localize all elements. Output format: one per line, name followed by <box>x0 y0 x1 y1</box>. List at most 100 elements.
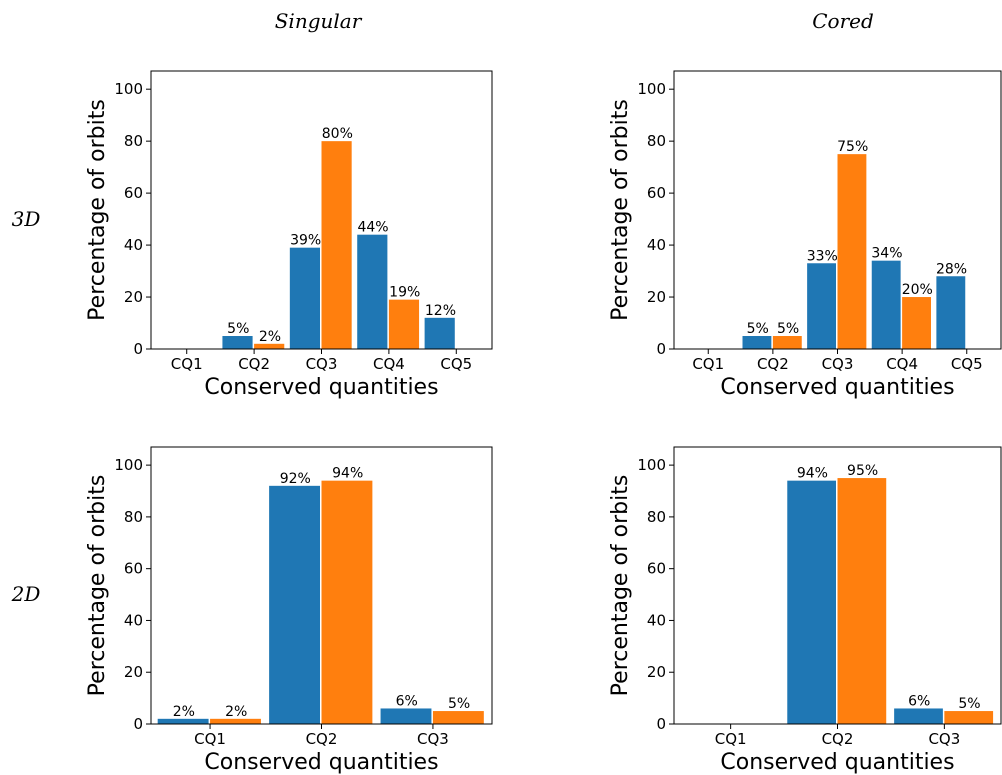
x-tick-label-cq3: CQ3 <box>928 730 960 748</box>
data-label-cq5-series-1: 28% <box>936 261 967 277</box>
y-tick-label: 80 <box>647 508 666 526</box>
y-axis-title: Percentage of orbits <box>608 475 633 697</box>
y-tick-label: 0 <box>656 340 666 358</box>
data-label-cq2-series-2: 2% <box>259 329 281 345</box>
x-tick-label-cq1: CQ1 <box>715 730 747 748</box>
y-tick-label: 60 <box>647 560 666 578</box>
x-tick-label-cq4: CQ4 <box>886 355 918 373</box>
data-label-cq3-series-2: 75% <box>837 139 868 155</box>
data-label-cq2-series-1: 94% <box>797 466 828 482</box>
x-axis-title: Conserved quantities <box>720 375 954 400</box>
data-label-cq2-series-2: 95% <box>847 463 878 479</box>
x-tick-label-cq2: CQ2 <box>757 355 789 373</box>
data-label-cq2-series-1: 92% <box>280 471 311 487</box>
data-label-cq4-series-2: 19% <box>389 285 420 301</box>
bar-cq2-series-2 <box>321 480 373 724</box>
chart-panel-singular-2d: 2% 92% 6% 2% 94% 5% 0 20 40 60 80 100 CQ1 CQ2 CQ3 Conse… <box>85 446 493 775</box>
bar-cq3-series-2 <box>321 141 352 349</box>
bar-cq3-series-1 <box>807 263 836 349</box>
data-label-cq4-series-1: 34% <box>871 246 902 262</box>
y-tick-label: 40 <box>647 236 666 254</box>
y-axis-title: Percentage of orbits <box>85 99 110 321</box>
chart-panel-cored-3d: 5% 33% 34% 28% 5% 75% 20% 0 20 40 60 80 100 CQ1 CQ2 CQ3… <box>608 70 1002 400</box>
chart-panel-singular-3d: 5% 39% 44% 12% 2% 80% 19% 0 20 40 60 80 100 CQ1 CQ2 CQ3… <box>85 70 493 400</box>
bar-cq1-series-1 <box>157 718 209 724</box>
x-tick-label-cq1: CQ1 <box>692 355 724 373</box>
x-tick-label-cq3: CQ3 <box>417 730 449 748</box>
y-tick-label: 100 <box>114 456 143 474</box>
y-axis-title: Percentage of orbits <box>85 475 110 697</box>
bar-cq4-series-1 <box>357 234 388 349</box>
x-axis-title: Conserved quantities <box>204 750 438 775</box>
data-label-cq2-series-1: 5% <box>227 321 249 337</box>
y-tick-label: 100 <box>637 80 666 98</box>
x-tick-label-cq1: CQ1 <box>194 730 226 748</box>
x-tick-label-cq1: CQ1 <box>171 355 203 373</box>
x-axis-title: Conserved quantities <box>204 375 438 400</box>
chart-panel-cored-2d: 94% 6% 95% 5% 0 20 40 60 80 100 CQ1 CQ2 CQ3 Conserved… <box>608 446 1002 775</box>
data-label-cq3-series-1: 39% <box>290 233 321 249</box>
bar-cq5-series-1 <box>424 317 455 349</box>
y-tick-label: 20 <box>124 288 143 306</box>
data-label-cq3-series-1: 6% <box>908 693 930 709</box>
x-tick-label-cq2: CQ2 <box>822 730 854 748</box>
bar-cq4-series-1 <box>871 260 901 349</box>
bar-cq3-series-2 <box>837 154 867 349</box>
bar-cq2-series-1 <box>269 485 320 724</box>
y-tick-label: 100 <box>637 456 666 474</box>
y-tick-label: 80 <box>124 132 143 150</box>
x-axis-title: Conserved quantities <box>720 750 954 775</box>
y-tick-label: 20 <box>647 288 666 306</box>
x-tick-label-cq2: CQ2 <box>306 730 338 748</box>
y-tick-label: 20 <box>124 663 143 681</box>
x-tick-label-cq3: CQ3 <box>306 355 338 373</box>
data-label-cq4-series-1: 44% <box>357 220 388 236</box>
bar-cq3-series-1 <box>380 708 432 724</box>
bar-cq2-series-2 <box>837 478 887 724</box>
column-header-singular: Singular <box>275 9 363 33</box>
bar-cq2-series-2 <box>254 343 285 349</box>
column-header-cored: Cored <box>812 9 874 33</box>
x-tick-label-cq2: CQ2 <box>238 355 270 373</box>
data-label-cq2-series-1: 5% <box>747 321 769 337</box>
y-tick-label: 100 <box>114 80 143 98</box>
x-tick-label-cq4: CQ4 <box>373 355 405 373</box>
bar-cq2-series-2 <box>772 336 802 349</box>
bar-cq2-series-1 <box>222 336 253 349</box>
y-tick-label: 0 <box>133 340 143 358</box>
y-tick-label: 0 <box>656 715 666 733</box>
y-tick-label: 40 <box>124 611 143 629</box>
y-tick-label: 80 <box>124 508 143 526</box>
y-tick-label: 60 <box>124 560 143 578</box>
x-tick-label-cq3: CQ3 <box>822 355 854 373</box>
bar-cq2-series-1 <box>742 336 772 349</box>
x-tick-label-cq5: CQ5 <box>951 355 983 373</box>
data-label-cq5-series-1: 12% <box>425 303 456 319</box>
bar-cq3-series-2 <box>944 711 994 724</box>
x-tick-label-cq5: CQ5 <box>440 355 472 373</box>
data-label-cq3-series-1: 6% <box>396 693 418 709</box>
data-label-cq2-series-2: 94% <box>332 466 363 482</box>
row-header-3d: 3D <box>12 207 41 231</box>
row-header-2d: 2D <box>11 582 41 606</box>
data-label-cq1-series-1: 2% <box>173 704 195 720</box>
y-tick-label: 0 <box>133 715 143 733</box>
data-label-cq2-series-2: 5% <box>777 321 799 337</box>
y-tick-label: 60 <box>124 184 143 202</box>
bar-cq1-series-2 <box>210 718 261 724</box>
data-label-cq3-series-1: 33% <box>807 248 838 264</box>
data-label-cq1-series-2: 2% <box>225 704 247 720</box>
data-label-cq4-series-2: 20% <box>902 282 933 298</box>
y-tick-label: 40 <box>124 236 143 254</box>
y-tick-label: 20 <box>647 663 666 681</box>
bar-cq3-series-1 <box>289 247 320 349</box>
y-tick-label: 60 <box>647 184 666 202</box>
y-tick-label: 40 <box>647 611 666 629</box>
data-label-cq3-series-2: 5% <box>958 696 980 712</box>
bar-cq2-series-1 <box>787 480 836 724</box>
data-label-cq3-series-2: 5% <box>448 696 470 712</box>
bar-cq5-series-1 <box>936 276 966 349</box>
y-tick-label: 80 <box>647 132 666 150</box>
bar-cq3-series-1 <box>894 708 943 724</box>
